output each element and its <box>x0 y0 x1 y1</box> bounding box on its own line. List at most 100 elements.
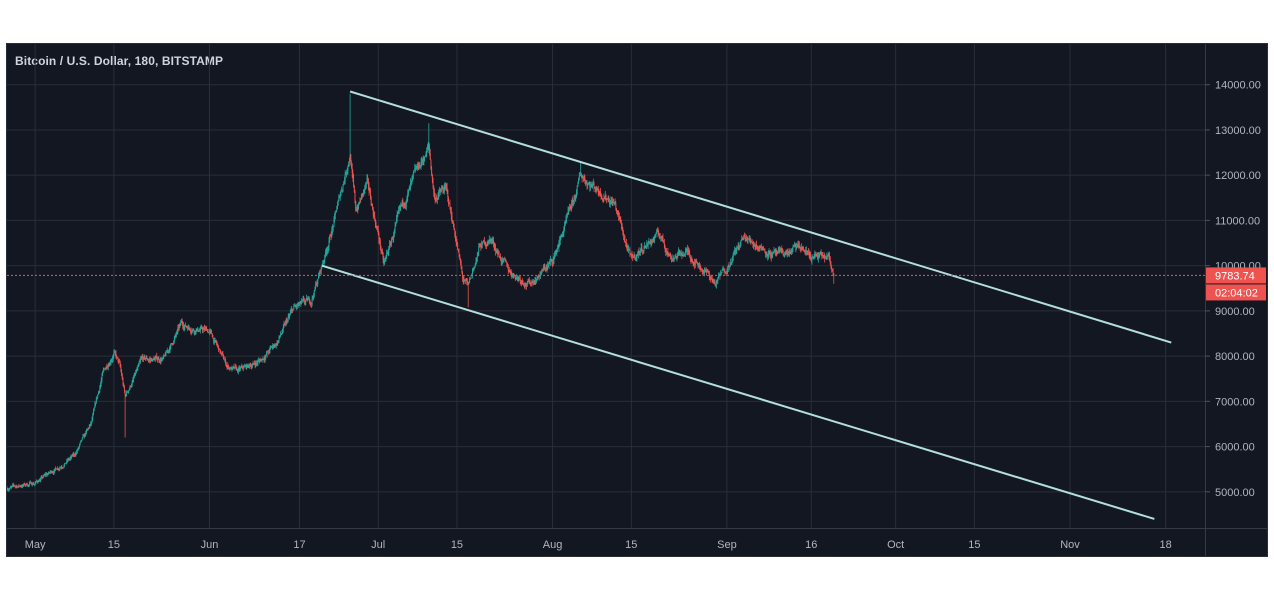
candle-body <box>604 198 606 199</box>
candle-body <box>59 467 61 469</box>
candle-body <box>398 210 400 213</box>
candle-body <box>623 235 625 240</box>
candle-body <box>737 246 738 248</box>
candle-body <box>253 362 255 364</box>
candle-body <box>59 468 61 469</box>
candle-body <box>706 270 708 272</box>
candle-body <box>672 258 674 260</box>
candle-body <box>169 347 171 351</box>
candle-body <box>592 183 594 186</box>
candle-body <box>369 190 371 193</box>
candle-body <box>782 251 784 255</box>
candle-body <box>341 189 343 192</box>
candle-body <box>325 252 326 255</box>
candle-body <box>81 440 82 441</box>
grid <box>7 44 1205 528</box>
candle-body <box>530 283 532 285</box>
time-axis[interactable]: May 15 Jun 17 Jul 15 Aug 15 Sep 16 Oct 15 Nov 18 <box>7 528 1267 552</box>
candle-body <box>291 309 293 311</box>
candle-body <box>149 359 151 361</box>
candle-body <box>527 281 529 283</box>
candle-body <box>55 468 56 469</box>
candle-body <box>497 252 499 254</box>
candle-body <box>486 244 487 246</box>
candle-body <box>341 189 343 190</box>
candle-body <box>635 257 636 259</box>
candle-body <box>241 365 243 368</box>
x-tick-label: Sep <box>717 539 737 551</box>
candle-body <box>832 269 834 274</box>
candle-body <box>772 251 774 254</box>
candle-body <box>335 211 337 212</box>
candle-body <box>493 240 494 244</box>
candle-body <box>462 272 464 279</box>
candle-body <box>799 247 801 249</box>
trendlines[interactable] <box>321 90 1172 520</box>
candle-body <box>48 472 49 475</box>
candle-body <box>381 252 383 255</box>
candle-body <box>58 468 60 470</box>
candle-body <box>216 343 218 345</box>
candle-body <box>225 360 227 364</box>
candle-body <box>607 198 609 200</box>
candle-body <box>654 236 655 240</box>
candle-body <box>742 238 744 240</box>
candle-body <box>171 343 173 344</box>
candle-body <box>594 186 596 189</box>
candle-body <box>508 270 510 273</box>
candle-body <box>110 361 112 363</box>
candle-body <box>310 303 312 305</box>
candle-body <box>533 282 535 284</box>
candle-body <box>317 278 319 284</box>
candle-body <box>576 191 577 197</box>
candle-body <box>670 255 672 259</box>
candle-body <box>733 251 735 254</box>
candle-body <box>815 254 816 255</box>
candle-body <box>465 279 467 281</box>
candle-body <box>515 278 517 280</box>
candle-body <box>329 235 331 241</box>
candle-body <box>810 255 812 259</box>
price-chart[interactable]: 14000.0013000.0012000.0011000.0010000.00… <box>7 44 1267 556</box>
candle-body <box>701 268 703 270</box>
candle-body <box>467 281 468 283</box>
candle-body <box>573 199 575 203</box>
candle-body <box>116 356 118 358</box>
candle-body <box>424 156 426 161</box>
candle-body <box>750 239 752 241</box>
candle-body <box>575 196 577 198</box>
chart-panel[interactable]: Bitcoin / U.S. Dollar, 180, BITSTAMP 140… <box>6 43 1268 557</box>
candle-body <box>498 253 500 257</box>
candle-body <box>154 359 156 361</box>
candle-body <box>469 278 471 283</box>
candle-body <box>16 486 18 488</box>
candle-body <box>691 259 693 261</box>
candle-body <box>431 175 433 180</box>
candle-body <box>400 204 402 206</box>
candle-body <box>746 239 748 241</box>
candle-body <box>621 223 622 226</box>
candle-body <box>211 333 213 338</box>
trendline-upper[interactable] <box>349 90 1172 344</box>
candle-body <box>355 201 357 211</box>
candle-body <box>173 338 175 342</box>
candle-body <box>397 212 399 215</box>
candle-body <box>66 460 68 463</box>
price-axis[interactable]: 14000.0013000.0012000.0011000.0010000.00… <box>1205 44 1266 556</box>
candle-body <box>487 242 489 246</box>
candle-body <box>473 267 475 270</box>
candle-body <box>303 298 305 301</box>
candle-body <box>55 468 57 470</box>
x-tick-label: Oct <box>887 539 904 551</box>
candle-body <box>406 196 408 201</box>
candle-body <box>225 363 227 367</box>
candle-body <box>146 357 148 360</box>
candle-body <box>635 257 637 259</box>
candle-body <box>409 185 411 190</box>
candle-body <box>712 279 714 281</box>
candle-body <box>580 175 582 176</box>
candle-body <box>10 487 11 488</box>
candle-body <box>145 358 146 360</box>
trendline-lower[interactable] <box>321 264 1155 520</box>
candle-body <box>585 182 587 184</box>
